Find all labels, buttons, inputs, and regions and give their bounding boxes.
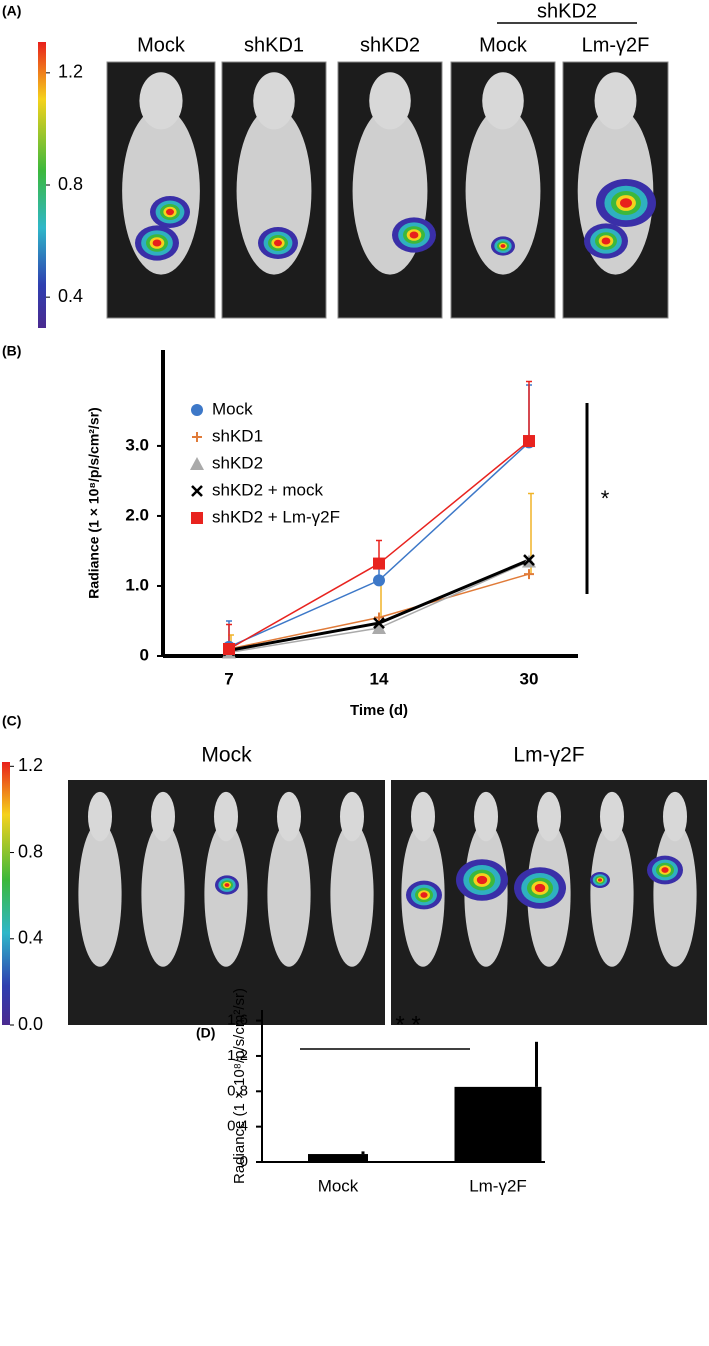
annotation: * * bbox=[395, 1011, 420, 1038]
marker bbox=[191, 512, 203, 524]
mouse-head bbox=[151, 791, 175, 842]
marker bbox=[373, 557, 385, 570]
x-tick-label: Lm-γ2F bbox=[469, 1176, 527, 1195]
marker bbox=[524, 569, 534, 580]
signal bbox=[274, 239, 282, 247]
mouse-head bbox=[139, 72, 183, 130]
marker bbox=[374, 612, 384, 623]
signal bbox=[409, 231, 419, 239]
mouse-head bbox=[253, 72, 295, 130]
signal bbox=[166, 208, 174, 216]
image-label: shKD1 bbox=[244, 34, 304, 56]
mouse-body bbox=[653, 822, 697, 967]
image-label: Mock bbox=[137, 34, 186, 56]
signal bbox=[224, 883, 230, 887]
legend-label: shKD1 bbox=[212, 426, 263, 445]
signal bbox=[476, 875, 488, 885]
mouse-head bbox=[214, 791, 238, 842]
mouse-body bbox=[78, 822, 122, 967]
panel-label: (B) bbox=[2, 343, 21, 359]
colorbar-tick-label: 0.0 bbox=[18, 1014, 43, 1034]
marker bbox=[373, 617, 385, 629]
colorbar-tick-label: 0.4 bbox=[18, 928, 43, 948]
y-tick-label: 0.4 bbox=[227, 1118, 248, 1135]
mouse-head bbox=[600, 791, 624, 842]
signal bbox=[661, 867, 669, 873]
signal bbox=[620, 198, 632, 208]
x-tick-label: 30 bbox=[520, 669, 539, 688]
legend-label: shKD2 bbox=[212, 453, 263, 472]
mouse-head bbox=[88, 791, 112, 842]
y-tick-label: 2.0 bbox=[125, 505, 149, 524]
marker bbox=[191, 485, 203, 497]
mouse-body bbox=[465, 107, 541, 275]
y-tick-label: 0.8 bbox=[227, 1082, 248, 1099]
panel-label: (C) bbox=[2, 713, 21, 729]
x-axis-label: Time (d) bbox=[350, 702, 408, 719]
signal bbox=[420, 892, 428, 898]
mouse-head bbox=[277, 791, 301, 842]
signal bbox=[500, 244, 506, 248]
legend-label: shKD2 + Lm-γ2F bbox=[212, 507, 340, 526]
image-label: Mock bbox=[479, 34, 528, 56]
marker bbox=[372, 620, 386, 634]
signal bbox=[152, 239, 162, 247]
annotation: * bbox=[601, 486, 610, 511]
group-label: shKD2 bbox=[537, 0, 597, 22]
marker bbox=[191, 404, 203, 416]
y-axis-label: Radiance (1 × 10⁸/p/s/cm²/sr) bbox=[231, 988, 248, 1184]
mouse-head bbox=[474, 791, 498, 842]
legend-label: shKD2 + mock bbox=[212, 480, 324, 499]
bar bbox=[454, 1086, 542, 1162]
colorbar-tick-label: 0.4 bbox=[58, 286, 83, 306]
mouse-head bbox=[482, 72, 524, 130]
y-tick-label: 3.0 bbox=[125, 435, 149, 454]
mouse-head bbox=[369, 72, 411, 130]
marker bbox=[373, 574, 385, 587]
colorbar-tick-label: 0.8 bbox=[58, 174, 83, 194]
signal bbox=[534, 883, 546, 893]
colorbar-tick-label: 0.8 bbox=[18, 841, 43, 861]
marker bbox=[190, 457, 204, 470]
x-tick-label: 14 bbox=[370, 669, 389, 688]
mouse-head bbox=[663, 791, 687, 842]
marker bbox=[192, 432, 202, 442]
signal bbox=[601, 237, 611, 245]
colorbar bbox=[38, 42, 46, 328]
y-tick-label: 1.0 bbox=[125, 575, 149, 594]
image-label: shKD2 bbox=[360, 34, 420, 56]
mouse-head bbox=[340, 791, 364, 842]
image-label: Lm-γ2F bbox=[513, 744, 584, 767]
marker bbox=[223, 642, 235, 655]
panel-label: (A) bbox=[2, 3, 21, 19]
error-bar bbox=[526, 380, 532, 442]
mouse-body bbox=[330, 822, 374, 967]
mouse-body bbox=[267, 822, 311, 967]
panel-label: (D) bbox=[196, 1025, 215, 1041]
mouse-body bbox=[590, 822, 634, 967]
y-tick-label: 1.2 bbox=[227, 1047, 248, 1064]
signal bbox=[598, 878, 602, 882]
image-label: Mock bbox=[201, 744, 252, 767]
colorbar bbox=[2, 762, 10, 1025]
image-label: Lm-γ2F bbox=[582, 34, 650, 56]
legend-label: Mock bbox=[212, 399, 253, 418]
colorbar-tick-label: 1.2 bbox=[58, 62, 83, 82]
x-tick-label: Mock bbox=[318, 1176, 359, 1195]
colorbar-tick-label: 1.2 bbox=[18, 755, 43, 775]
y-tick-label: 1.6 bbox=[227, 1012, 248, 1029]
mouse-body bbox=[141, 822, 185, 967]
mouse-head bbox=[594, 72, 637, 130]
y-tick-label: 0 bbox=[240, 1153, 248, 1170]
x-tick-label: 7 bbox=[224, 669, 233, 688]
y-axis-label: Radiance (1 × 10⁸/p/s/cm²/sr) bbox=[86, 407, 102, 598]
mouse-head bbox=[537, 791, 561, 842]
bar bbox=[308, 1154, 368, 1162]
mouse-head bbox=[411, 791, 435, 842]
marker bbox=[523, 554, 535, 566]
marker bbox=[523, 435, 535, 448]
y-tick-label: 0 bbox=[140, 645, 149, 664]
